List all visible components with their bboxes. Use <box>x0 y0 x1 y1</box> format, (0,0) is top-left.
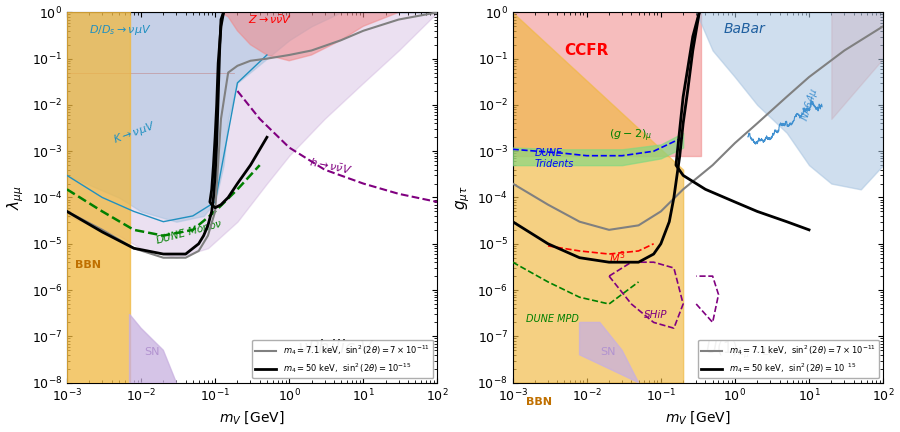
Legend: $m_4 = 7.1$ keV,  $\sin^2(2\theta) = 7 \times 10^{-11}$, $m_4 = 50$ keV,  $\sin^: $m_4 = 7.1$ keV, $\sin^2(2\theta) = 7 \t… <box>698 340 879 378</box>
X-axis label: $m_V$ [GeV]: $m_V$ [GeV] <box>220 410 285 426</box>
Text: $M^3$: $M^3$ <box>609 249 626 266</box>
Text: $(g-2)_\mu$: $(g-2)_\mu$ <box>609 128 652 144</box>
Text: $D/D_s \rightarrow \nu\mu V$: $D/D_s \rightarrow \nu\mu V$ <box>89 23 152 38</box>
Text: DUNE MPD: DUNE MPD <box>526 314 579 324</box>
Text: BaBar: BaBar <box>724 22 765 36</box>
Y-axis label: $\lambda_{\mu\mu}$: $\lambda_{\mu\mu}$ <box>5 185 26 210</box>
Text: DUNE Mono$\nu$: DUNE Mono$\nu$ <box>154 216 224 246</box>
Text: $h \rightarrow \nu\bar{\nu}V$: $h \rightarrow \nu\bar{\nu}V$ <box>308 156 353 178</box>
Legend: $m_4 = 7.1$ keV,  $\sin^2(2\theta) = 7 \times 10^{-11}$, $m_4 = 50$ keV,  $\sin^: $m_4 = 7.1$ keV, $\sin^2(2\theta) = 7 \t… <box>252 340 433 378</box>
Polygon shape <box>67 13 130 383</box>
Text: $\nu$Philic $V$: $\nu$Philic $V$ <box>297 339 375 357</box>
Polygon shape <box>580 322 638 383</box>
Text: BBN: BBN <box>526 397 552 407</box>
Text: DUNE
Tridents: DUNE Tridents <box>535 148 574 169</box>
Text: $K \rightarrow \nu\mu V$: $K \rightarrow \nu\mu V$ <box>112 119 158 147</box>
Text: $Z \rightarrow \nu\bar{\nu}V$: $Z \rightarrow \nu\bar{\nu}V$ <box>248 14 292 26</box>
Y-axis label: $g_{\mu\tau}$: $g_{\mu\tau}$ <box>454 185 472 210</box>
Polygon shape <box>221 13 437 61</box>
Text: $U(1)_{L_\mu - L_\tau}$: $U(1)_{L_\mu - L_\tau}$ <box>706 340 775 361</box>
Text: SHiP: SHiP <box>644 310 668 320</box>
Text: NA64$\mu$: NA64$\mu$ <box>797 86 822 123</box>
Text: BBN: BBN <box>76 260 102 270</box>
X-axis label: $m_V$ [GeV]: $m_V$ [GeV] <box>665 410 731 426</box>
Text: SN: SN <box>599 347 616 357</box>
Text: SN: SN <box>144 347 159 357</box>
Polygon shape <box>130 314 176 383</box>
Text: CCFR: CCFR <box>564 43 608 58</box>
